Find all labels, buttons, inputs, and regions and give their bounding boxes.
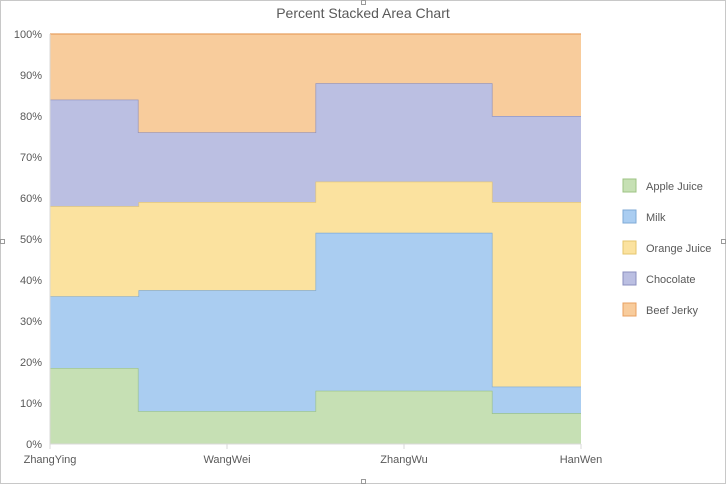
y-tick-label: 0%	[26, 439, 42, 451]
legend-label: Orange Juice	[646, 243, 711, 255]
legend-swatch	[622, 209, 637, 224]
y-tick-label: 40%	[20, 275, 42, 287]
y-tick-label: 90%	[20, 70, 42, 82]
resize-handle-left[interactable]	[0, 239, 5, 244]
y-tick-label: 30%	[20, 316, 42, 328]
chart-title: Percent Stacked Area Chart	[276, 5, 450, 21]
x-tick-label: WangWei	[203, 454, 250, 466]
y-tick-label: 20%	[20, 357, 42, 369]
y-tick-label: 50%	[20, 234, 42, 246]
x-tick-label: HanWen	[560, 454, 603, 466]
area-orange-juice[interactable]	[50, 181, 581, 387]
legend-label: Milk	[646, 212, 666, 224]
legend-label: Beef Jerky	[646, 305, 698, 317]
y-tick-label: 10%	[20, 398, 42, 410]
y-tick-label: 100%	[14, 29, 42, 41]
area-milk[interactable]	[50, 232, 581, 414]
legend-swatch	[622, 240, 637, 255]
legend-label: Chocolate	[646, 274, 696, 286]
axes: 0% 10% 20% 30% 40% 50% 60% 70% 80% 90% 100% ZhangYi…	[14, 29, 602, 466]
legend-label: Apple Juice	[646, 181, 703, 193]
y-tick-label: 70%	[20, 152, 42, 164]
plot-area	[50, 33, 581, 444]
resize-handle-top[interactable]	[361, 0, 366, 5]
area-chocolate[interactable]	[50, 83, 581, 207]
legend-swatch	[622, 178, 637, 193]
legend: Apple Juice Milk Orange Juice Chocolate Beef…	[622, 178, 711, 317]
y-tick-label: 80%	[20, 111, 42, 123]
x-tick-label: ZhangWu	[380, 454, 428, 466]
legend-swatch	[622, 302, 637, 317]
legend-swatch	[622, 271, 637, 286]
y-tick-label: 60%	[20, 193, 42, 205]
area-beef-jerky[interactable]	[50, 34, 581, 133]
x-tick-label: ZhangYing	[24, 454, 77, 466]
